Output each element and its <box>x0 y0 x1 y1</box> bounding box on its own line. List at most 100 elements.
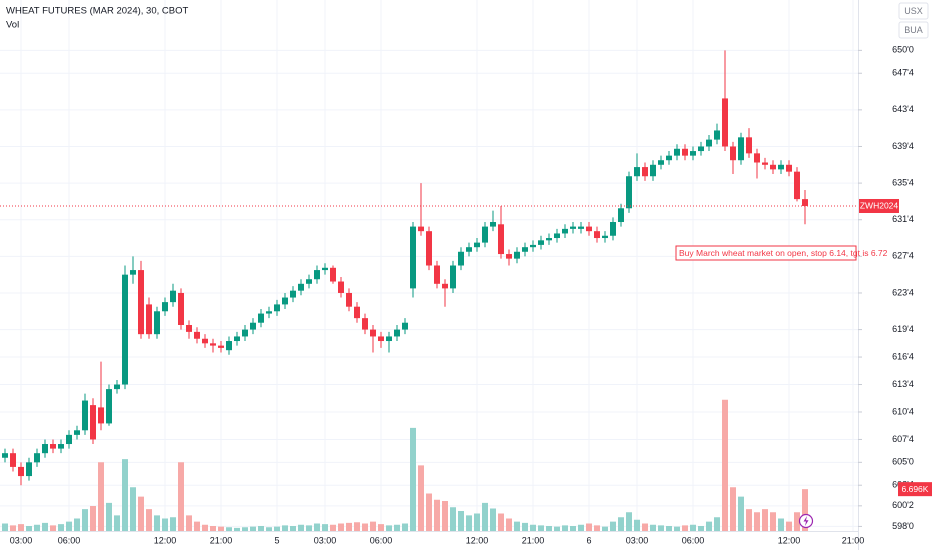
candle-body <box>634 167 640 177</box>
y-tick-label: 605'0 <box>892 457 914 467</box>
volume-bar <box>130 487 136 531</box>
volume-bar <box>522 522 528 531</box>
volume-bar <box>682 525 688 531</box>
currency[interactable]: USX <box>904 6 923 16</box>
candle-body <box>706 139 712 147</box>
candle-body <box>146 304 152 335</box>
candle-body <box>282 297 288 305</box>
lightning <box>803 516 809 526</box>
candle-body <box>506 254 512 259</box>
x-tick-label: 03:00 <box>10 535 33 545</box>
volume-bar <box>370 521 376 531</box>
volume-bar <box>626 512 632 531</box>
candle-body <box>778 164 784 170</box>
volume-bar <box>282 525 288 531</box>
volume-bar <box>186 515 192 531</box>
volume-bar <box>474 513 480 531</box>
volume-bar <box>722 399 728 531</box>
candle-body <box>114 384 120 390</box>
volume-bar <box>418 465 424 531</box>
volume-bar <box>442 501 448 531</box>
volume-bar <box>74 518 80 531</box>
candle-body <box>602 235 608 239</box>
candle-body <box>226 341 232 351</box>
candle-body <box>338 281 344 293</box>
volume-bar <box>554 526 560 531</box>
candle-body <box>242 329 248 337</box>
candle-body <box>514 251 520 259</box>
candle-body <box>162 302 168 312</box>
volume-bar <box>706 521 712 531</box>
candle-body <box>450 265 456 289</box>
volume-bar <box>58 524 64 531</box>
volume-label: 6.696K <box>902 484 929 494</box>
candle-body <box>50 444 56 449</box>
candle-body <box>306 279 312 284</box>
candle-body <box>418 226 424 232</box>
candle-body <box>578 226 584 229</box>
candle-body <box>426 231 432 266</box>
chart-title: WHEAT FUTURES (MAR 2024), 30, CBOT <box>6 6 188 17</box>
volume-bar <box>506 518 512 531</box>
unit-button[interactable] <box>898 21 929 39</box>
volume-bar <box>602 526 608 531</box>
candle-body <box>442 283 448 289</box>
volume-bar <box>18 524 24 531</box>
candle-body <box>378 336 384 342</box>
candle-body <box>522 247 528 252</box>
candle-body <box>274 304 280 312</box>
candle-body <box>354 306 360 319</box>
volume-bar <box>618 517 624 531</box>
volume-bar <box>346 522 352 531</box>
volume-bar <box>514 521 520 531</box>
volume-bar <box>218 526 224 531</box>
volume-bar <box>434 499 440 531</box>
x-tick-label: 06:00 <box>58 535 81 545</box>
volume-bar <box>202 524 208 531</box>
y-tick-label: 647'4 <box>892 68 914 78</box>
candle-body <box>482 226 488 243</box>
candle-body <box>202 338 208 344</box>
volume-bar <box>306 525 312 531</box>
candle-body <box>322 267 328 271</box>
volume-bar <box>266 527 272 531</box>
candle-body <box>154 311 160 335</box>
volume-bar <box>42 522 48 531</box>
candle-body <box>754 153 760 163</box>
candle-body <box>290 290 296 298</box>
candle-body <box>330 267 336 282</box>
candle-body <box>682 148 688 156</box>
y-tick-label: 598'0 <box>892 521 914 531</box>
y-tick-label: 650'0 <box>892 45 914 55</box>
candle-body <box>770 164 776 170</box>
unit[interactable]: BUA <box>904 25 923 35</box>
volume-bar <box>738 496 744 531</box>
candle-body <box>626 176 632 209</box>
currency-button[interactable] <box>898 2 929 20</box>
candle-body <box>722 98 728 147</box>
y-tick-label: 619'4 <box>892 324 914 334</box>
candle-body <box>690 151 696 156</box>
candle-body <box>386 336 392 342</box>
volume-bar <box>354 522 360 531</box>
candle-body <box>746 137 752 154</box>
candle-body <box>74 430 80 435</box>
symbol-label-bg <box>859 198 899 213</box>
candle-body <box>802 199 808 206</box>
volume-bar <box>570 526 576 531</box>
volume-bar <box>394 524 400 531</box>
volume-label-bg <box>898 482 932 497</box>
volume-bar <box>162 518 168 531</box>
candle-body <box>762 162 768 165</box>
volume-bar <box>458 511 464 531</box>
candle-body <box>34 453 40 463</box>
candle-body <box>490 222 496 227</box>
volume-bar <box>658 525 664 531</box>
y-tick-label: 635'4 <box>892 177 914 187</box>
y-tick-label: 600'2 <box>892 500 914 510</box>
x-tick-label: 06:00 <box>370 535 393 545</box>
volume-bar <box>642 523 648 531</box>
x-tick-label: 12:00 <box>778 535 801 545</box>
candle-body <box>642 167 648 177</box>
